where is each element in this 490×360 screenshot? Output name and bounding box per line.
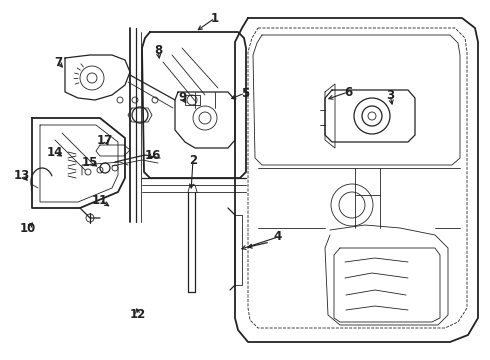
Text: 10: 10: [20, 221, 36, 234]
Circle shape: [87, 73, 97, 83]
Text: 17: 17: [97, 134, 113, 147]
Text: 2: 2: [189, 153, 197, 166]
Text: 8: 8: [154, 44, 162, 57]
Text: 4: 4: [274, 230, 282, 243]
Text: 16: 16: [145, 149, 161, 162]
Text: 15: 15: [82, 156, 98, 168]
Text: 9: 9: [178, 90, 186, 104]
Text: 1: 1: [211, 12, 219, 24]
Text: 5: 5: [241, 86, 249, 99]
Text: 14: 14: [47, 145, 63, 158]
Circle shape: [368, 112, 376, 120]
Text: 12: 12: [130, 309, 146, 321]
Text: 6: 6: [344, 86, 352, 99]
Text: 3: 3: [386, 89, 394, 102]
Text: 7: 7: [54, 55, 62, 68]
Text: 11: 11: [92, 194, 108, 207]
Text: 13: 13: [14, 168, 30, 181]
